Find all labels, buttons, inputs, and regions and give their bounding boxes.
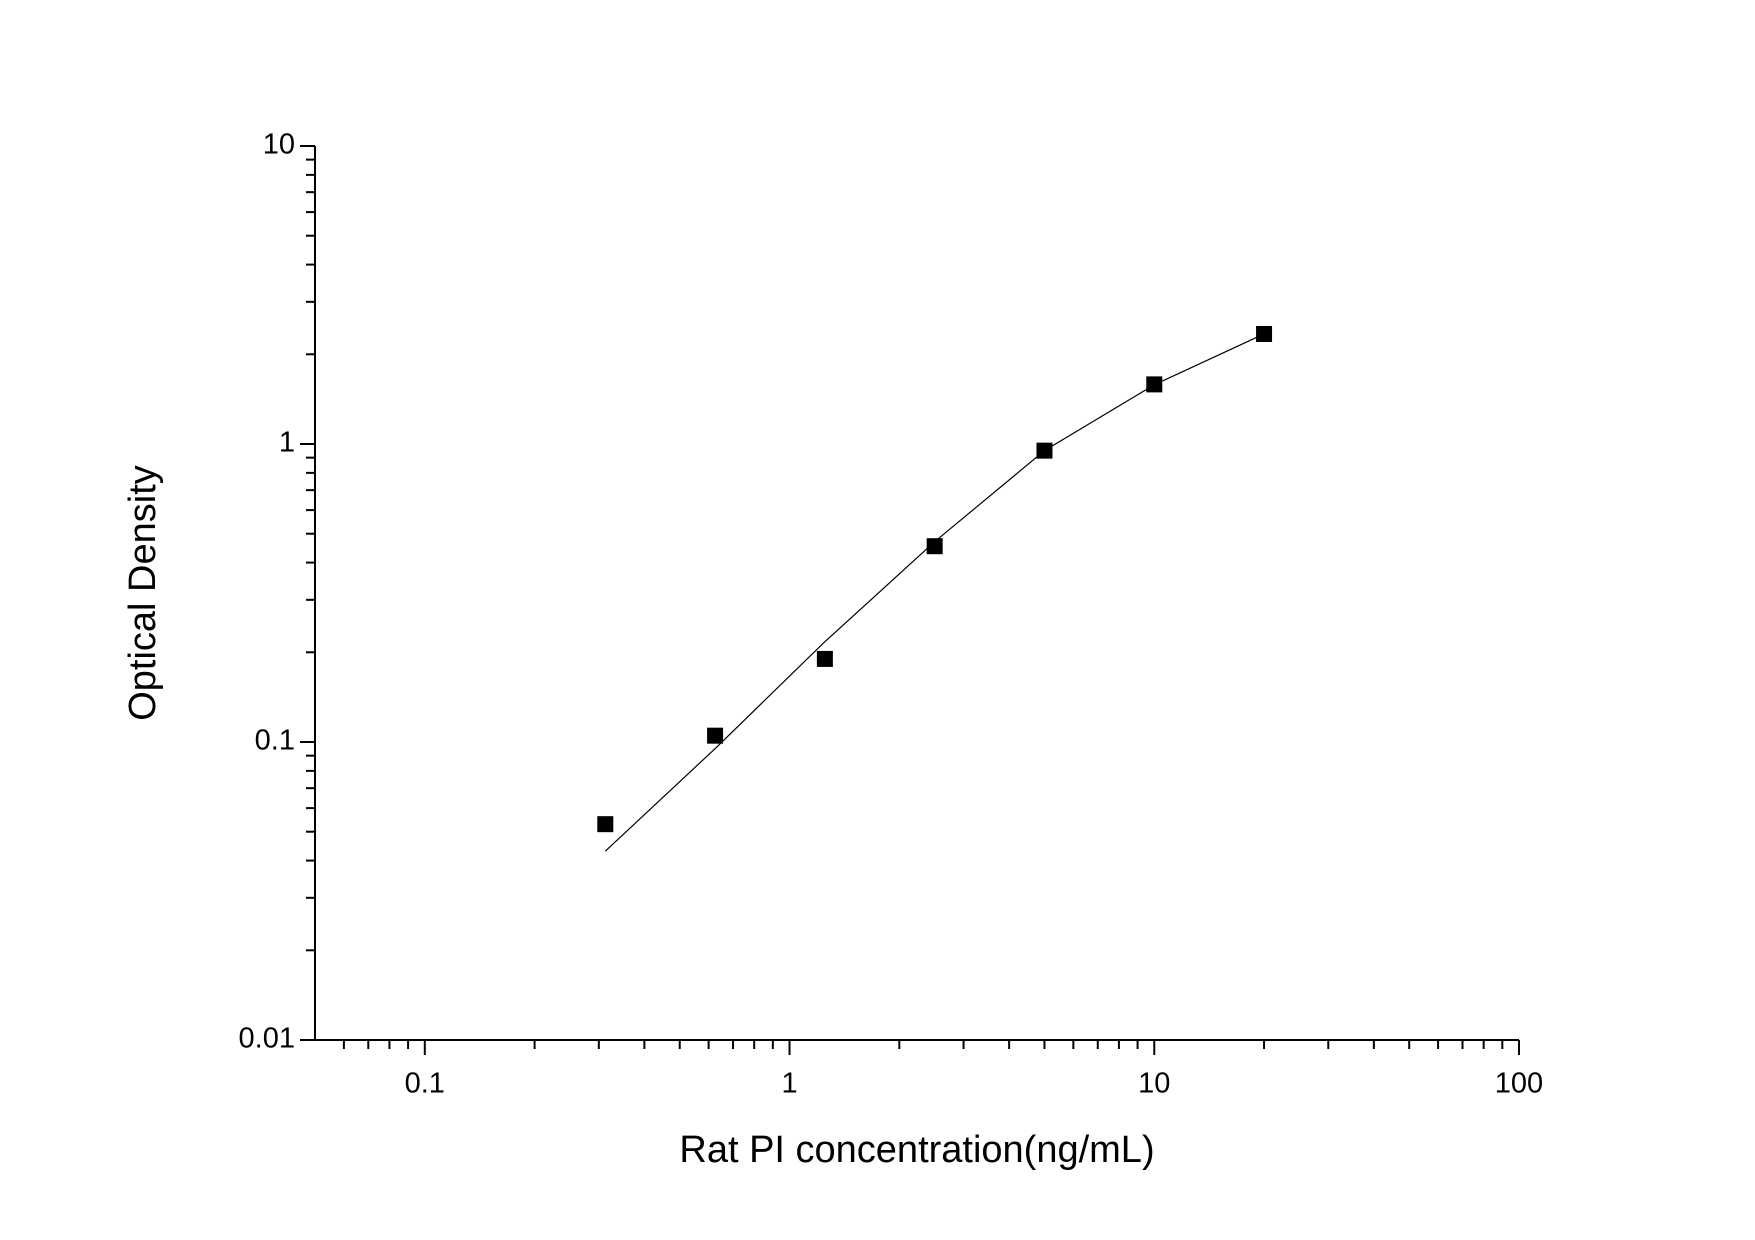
marker [926,538,943,555]
y-tick-label: 0.1 [255,725,295,757]
x-axis-title: Rat PI concentration(ng/mL) [679,1129,1154,1171]
marker [597,816,614,833]
x-tick-label: 1 [781,1068,797,1100]
marker [816,650,833,667]
x-tick-label: 0.1 [405,1068,445,1100]
x-tick-label: 10 [1138,1068,1170,1100]
marker [707,727,724,744]
y-tick-label: 0.01 [239,1023,295,1055]
fit-curve [604,333,1265,852]
y-tick-label: 10 [263,129,295,161]
y-axis-title: Optical Density [122,465,164,721]
y-tick-label: 1 [279,427,295,459]
x-tick-label: 100 [1495,1068,1543,1100]
